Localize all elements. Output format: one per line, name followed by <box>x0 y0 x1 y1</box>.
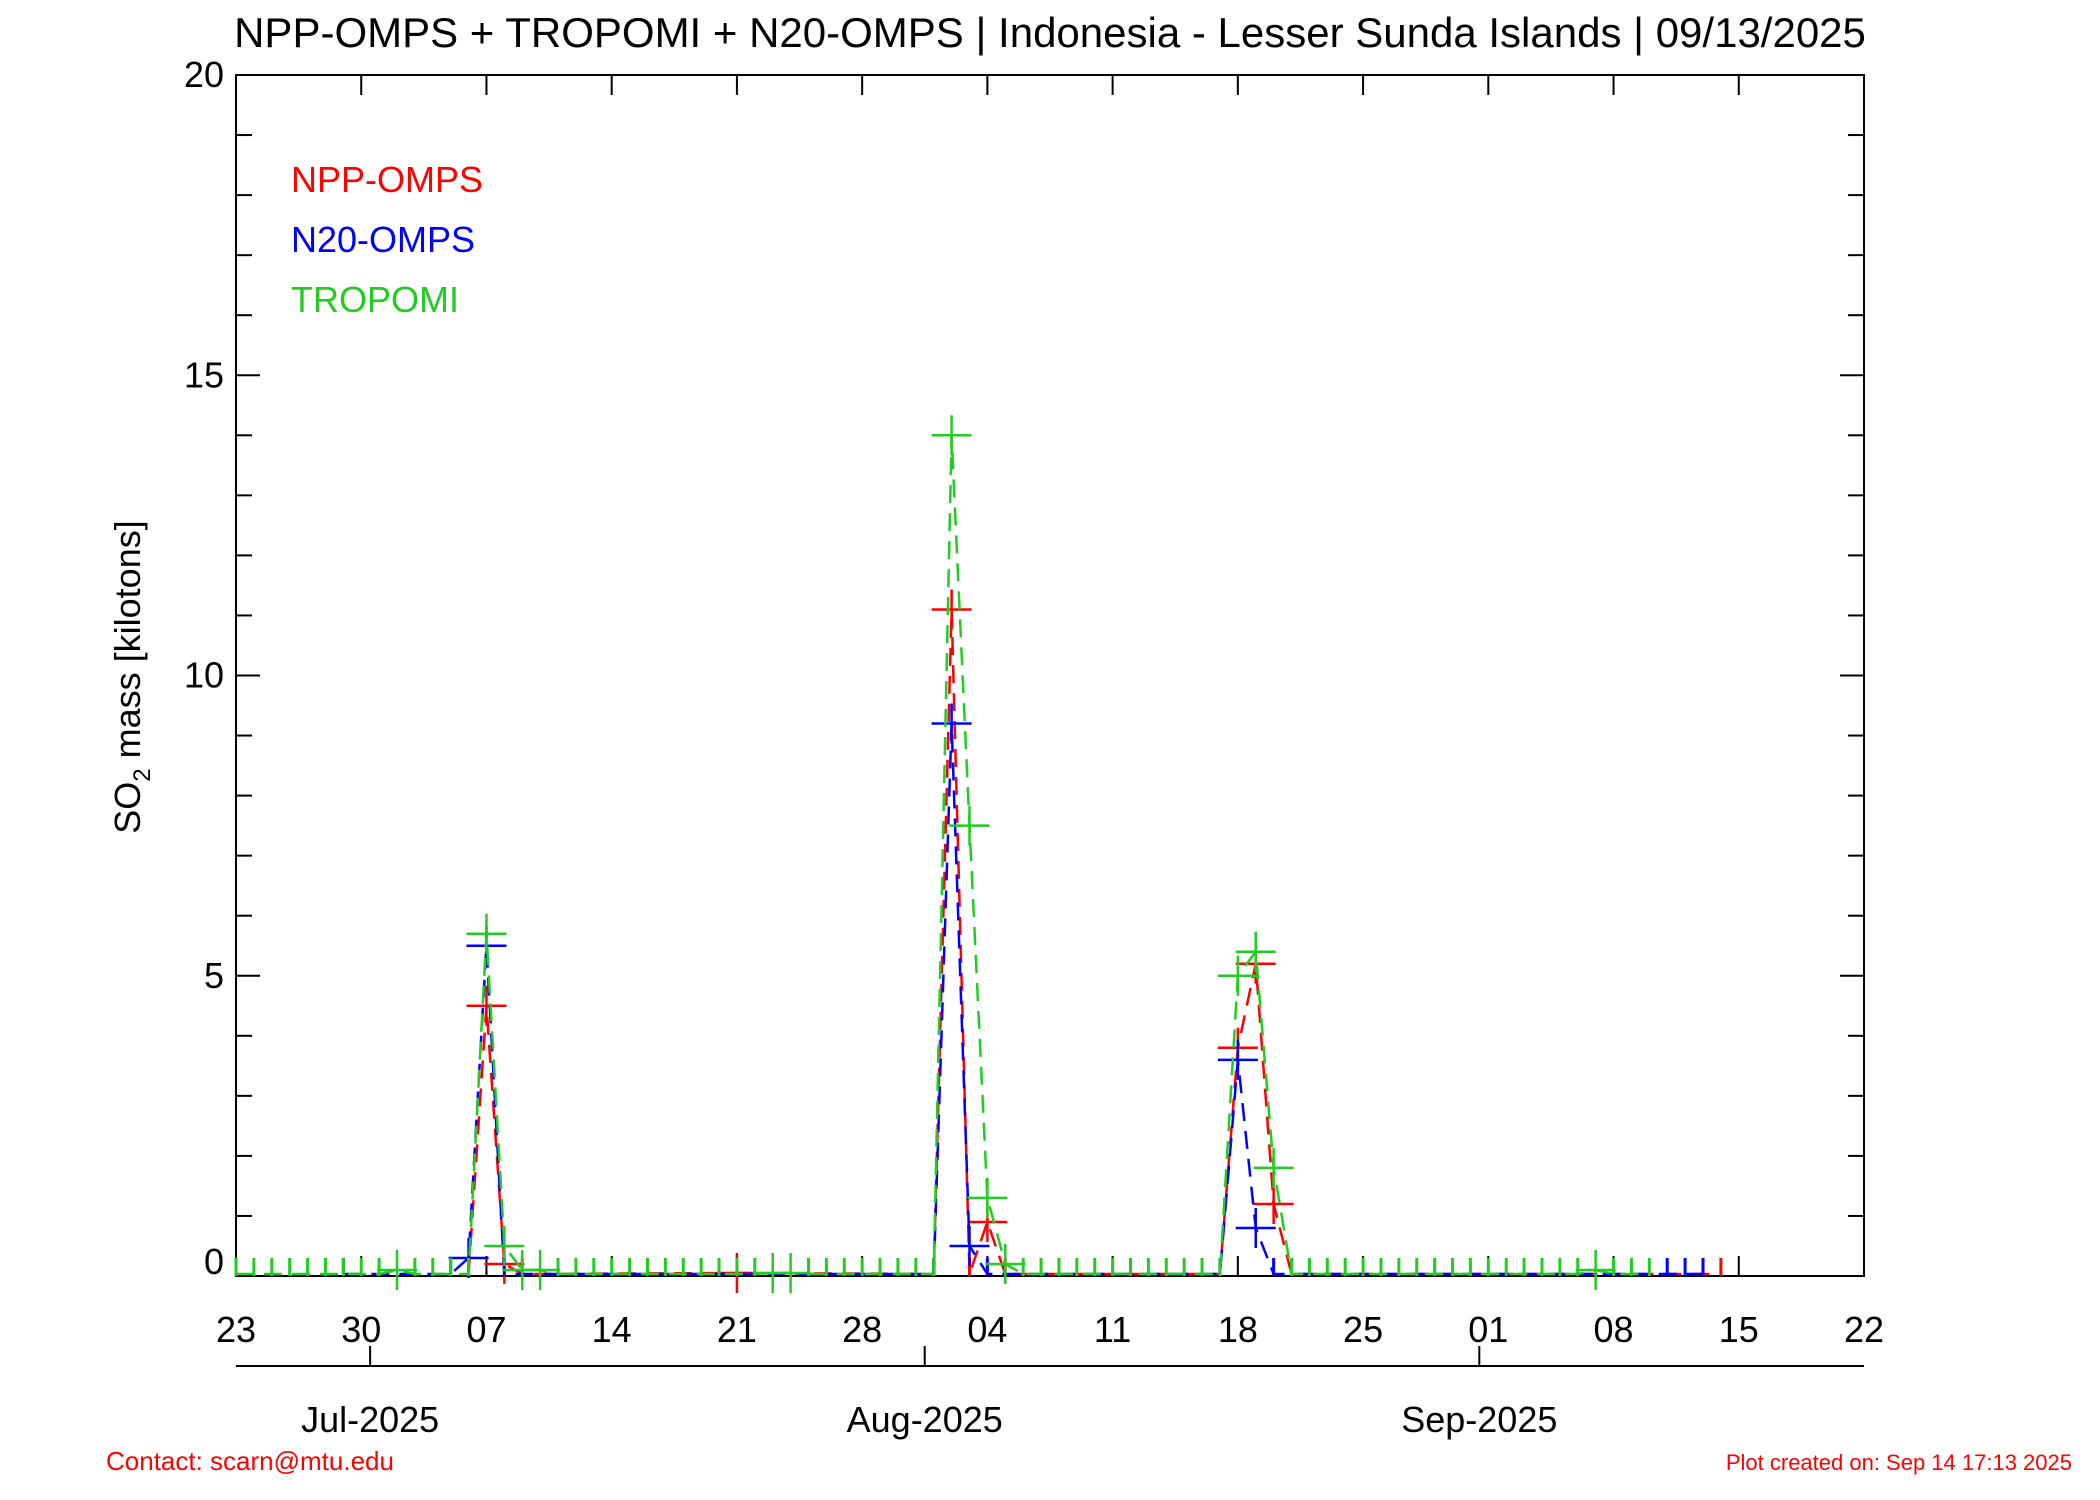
data-point-marker <box>770 1253 811 1293</box>
x-tick-label: 28 <box>842 1309 882 1350</box>
y-tick-label: 0 <box>204 1241 224 1282</box>
x-tick-label: 30 <box>341 1309 381 1350</box>
data-point-marker <box>466 913 507 954</box>
series-n20-omps <box>341 703 1705 1278</box>
plot-created-text: Plot created on: Sep 14 17:13 2025 <box>1726 1450 2072 1475</box>
x-tick-label: 22 <box>1844 1309 1884 1350</box>
legend: NPP-OMPS N20-OMPS TROPOMI <box>291 159 483 320</box>
data-point-marker <box>1253 1147 1294 1188</box>
data-point-marker <box>949 1225 990 1266</box>
month-label: Jul-2025 <box>301 1399 439 1440</box>
data-point-marker <box>1235 931 1276 972</box>
data-point-marker <box>985 1243 1026 1284</box>
data-point-marker <box>931 415 972 456</box>
series-tropomi <box>234 415 1651 1293</box>
series-npp-omps <box>466 589 1723 1293</box>
y-axis-label-rest: mass [kilotons] <box>107 520 148 768</box>
data-point-marker <box>377 1249 418 1290</box>
legend-entry-tropomi: TROPOMI <box>291 279 459 320</box>
data-point-marker <box>484 1225 525 1266</box>
y-tick-label: 10 <box>184 655 224 696</box>
x-tick-label: 11 <box>1094 1309 1131 1350</box>
data-point-marker <box>1253 1183 1294 1224</box>
y-tick-label: 15 <box>184 354 224 395</box>
axes: 0 5 10 15 20 23 30 07 14 21 28 04 11 18 25 01 08 15 22 Jul-… <box>184 54 1884 1440</box>
y-tick-label: 5 <box>204 955 224 996</box>
y-axis-label-main: SO <box>107 782 148 834</box>
x-tick-label: 25 <box>1343 1309 1383 1350</box>
x-tick-label: 07 <box>466 1309 506 1350</box>
data-point-marker <box>466 985 507 1026</box>
data-point-marker <box>967 1177 1008 1218</box>
y-tick-label: 20 <box>184 54 224 95</box>
x-tick-label: 04 <box>967 1309 1007 1350</box>
data-point-marker <box>1217 1039 1258 1080</box>
data-point-marker <box>931 703 972 744</box>
x-tick-label: 01 <box>1468 1309 1508 1350</box>
y-axis-label-subscript: 2 <box>129 768 156 781</box>
series-line <box>343 723 1703 1276</box>
legend-entry-n20-omps: N20-OMPS <box>291 219 475 260</box>
x-tick-label: 23 <box>216 1309 256 1350</box>
contact-text: Contact: scarn@mtu.edu <box>106 1446 394 1476</box>
x-tick-label: 14 <box>592 1309 632 1350</box>
data-point-marker <box>931 589 972 630</box>
data-point-marker <box>1575 1249 1616 1290</box>
x-tick-label: 18 <box>1218 1309 1258 1350</box>
data-point-marker <box>949 805 990 846</box>
month-label: Sep-2025 <box>1401 1399 1557 1440</box>
series-line <box>236 435 1650 1276</box>
chart-title: NPP-OMPS + TROPOMI + N20-OMPS | Indonesi… <box>234 9 1866 56</box>
data-point-marker <box>520 1249 561 1290</box>
data-point-marker <box>1235 1207 1276 1248</box>
x-tick-label: 21 <box>717 1309 757 1350</box>
legend-entry-npp-omps: NPP-OMPS <box>291 159 483 200</box>
series-line <box>467 609 1721 1276</box>
x-tick-label: 15 <box>1719 1309 1759 1350</box>
month-label: Aug-2025 <box>847 1399 1003 1440</box>
x-tick-label: 08 <box>1594 1309 1634 1350</box>
data-point-marker <box>1217 955 1258 996</box>
y-axis-label: SO2 mass [kilotons] <box>107 520 156 833</box>
series-layer <box>234 415 1723 1293</box>
